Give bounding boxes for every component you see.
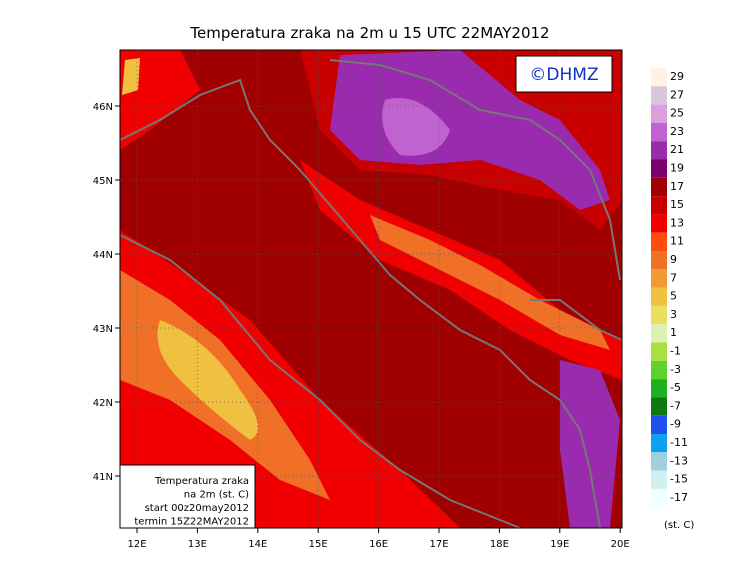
lon-label: 13E [188,539,207,550]
legend-swatch [651,342,667,361]
lon-label: 19E [550,539,569,550]
legend-label: -5 [670,381,681,394]
legend-label: 1 [670,326,677,339]
legend-label: 29 [670,70,684,83]
legend-label: 9 [670,253,677,266]
lon-label: 18E [490,539,509,550]
legend-label: -3 [670,363,681,376]
legend-swatch [651,214,667,233]
lat-label: 44N [93,250,113,261]
legend-swatch [651,324,667,343]
info-line: Temperatura zraka [154,476,249,487]
lon-label: 16E [369,539,388,550]
legend-swatch [651,122,667,142]
legend-swatch [651,269,667,288]
legend: 29 27 25 23 21 19 17 15 13 11 9 7 5 3 1 -1 -3 -5 -7 -9 -11 -1… [651,68,694,531]
legend-label: -15 [670,473,688,486]
info-lines: Temperatura zraka na 2m (st. C) start 00z2… [134,476,249,528]
legend-swatch [651,287,667,306]
legend-swatch [651,196,667,215]
title: Temperatura zraka na 2m u 15 UTC 22MAY20… [189,24,549,42]
watermark: ©DHMZ [529,65,598,85]
legend-swatch [651,104,667,123]
legend-label: 13 [670,216,684,229]
legend-swatch [651,159,667,178]
lon-label: 20E [611,539,630,550]
legend-label: 25 [670,107,684,120]
legend-swatch [651,470,667,489]
info-line: start 00z20may2012 [145,503,249,514]
legend-swatch [651,177,667,197]
legend-label: 21 [670,143,684,156]
legend-label: 19 [670,162,684,175]
lat-label: 43N [93,324,113,335]
legend-swatch [651,86,667,105]
lon-label: 14E [248,539,267,550]
lat-label: 46N [93,102,113,113]
legend-label: 23 [670,125,684,138]
legend-unit: (st. C) [664,520,694,531]
legend-swatch [651,141,667,160]
legend-label: 27 [670,88,684,101]
info-line: termin 15Z22MAY2012 [134,517,249,528]
legend-label: 11 [670,235,684,248]
lon-label: 17E [429,539,448,550]
map-field [119,49,623,529]
graticule: 12E 13E 14E 15E 16E 17E 18E 19E 20E 46N 45N 44N 43N 4… [93,50,630,550]
legend-label: 5 [670,290,677,303]
legend-swatch [651,415,667,434]
legend-swatch [651,305,667,325]
info-box [119,464,256,529]
legend-swatch [651,452,667,471]
watermark-box [515,55,613,93]
legend-swatch [651,232,667,251]
lon-label: 12E [127,539,146,550]
legend-label: -17 [670,491,688,504]
legend-label: -1 [670,345,681,358]
legend-label: -7 [670,399,681,412]
legend-swatch [651,488,667,508]
legend-label: 7 [670,271,677,284]
info-line: na 2m (st. C) [184,490,249,501]
legend-label: -11 [670,436,688,449]
lat-label: 45N [93,176,113,187]
legend-swatch [651,360,667,380]
legend-label: -9 [670,418,681,431]
lon-label: 15E [309,539,328,550]
lat-label: 42N [93,398,113,409]
legend-swatch [651,379,667,398]
legend-swatch [651,68,667,87]
legend-swatch [651,434,667,453]
lat-label: 41N [93,472,113,483]
legend-swatch [651,397,667,416]
legend-label: 17 [670,180,684,193]
legend-swatch [651,251,667,270]
legend-label: 15 [670,198,684,211]
legend-label: 3 [670,308,677,321]
legend-label: -13 [670,454,688,467]
